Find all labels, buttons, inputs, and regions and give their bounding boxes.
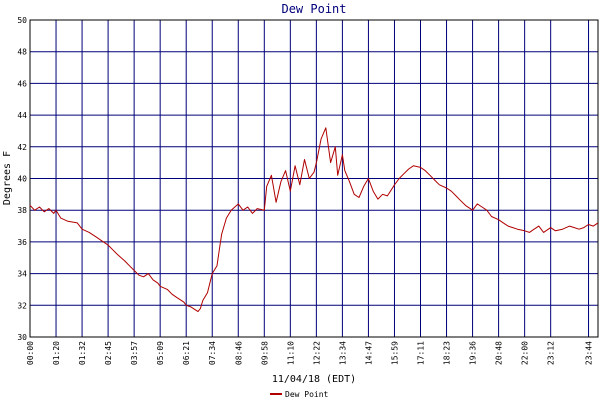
x-tick-label: 19:36 bbox=[469, 341, 478, 365]
y-tick-label: 32 bbox=[17, 301, 27, 310]
x-tick-label: 02:45 bbox=[104, 341, 113, 365]
y-tick-label: 42 bbox=[17, 143, 27, 152]
chart-title: Dew Point bbox=[281, 2, 346, 16]
y-tick-label: 34 bbox=[17, 270, 27, 279]
y-tick-label: 44 bbox=[17, 111, 27, 120]
x-tick-label: 08:46 bbox=[234, 341, 243, 365]
x-tick-label: 03:57 bbox=[130, 341, 139, 365]
x-tick-label: 00:00 bbox=[26, 341, 35, 365]
series-group bbox=[29, 127, 599, 313]
y-axis-label: Degrees F bbox=[2, 151, 13, 205]
y-tick-label: 30 bbox=[17, 333, 27, 342]
x-tick-label: 12:22 bbox=[312, 341, 321, 365]
x-tick-label: 15:59 bbox=[390, 341, 399, 365]
y-tick-label: 38 bbox=[17, 206, 27, 215]
y-tick-label: 48 bbox=[17, 48, 27, 57]
x-tick-label: 13:34 bbox=[338, 341, 347, 365]
x-tick-label: 11:10 bbox=[286, 341, 295, 365]
x-tick-label: 17:11 bbox=[417, 341, 426, 365]
x-tick-label: 05:09 bbox=[156, 341, 165, 365]
x-tick-label: 09:58 bbox=[260, 341, 269, 365]
y-tick-label: 36 bbox=[17, 238, 27, 247]
y-tick-label: 46 bbox=[17, 79, 27, 88]
x-tick-label: 01:20 bbox=[52, 341, 61, 365]
x-tick-label: 20:48 bbox=[495, 341, 504, 365]
x-tick-label: 23:12 bbox=[547, 341, 556, 365]
x-tick-labels: 00:00 01:20 01:32 02:45 03:57 05:09 06:21 07:34… bbox=[26, 341, 594, 365]
series-line-dew-point bbox=[29, 127, 599, 313]
x-axis-label: 11/04/18 (EDT) bbox=[272, 374, 356, 385]
legend-label: Dew Point bbox=[285, 390, 329, 399]
y-tick-label: 40 bbox=[17, 175, 27, 184]
y-tick-labels: 30 32 34 36 38 40 42 44 46 48 50 bbox=[17, 16, 27, 342]
plot-frame bbox=[29, 19, 599, 338]
x-tick-label: 14:47 bbox=[364, 341, 373, 365]
x-tick-label: 23:44 bbox=[585, 341, 594, 365]
x-tick-label: 06:21 bbox=[182, 341, 191, 365]
y-tick-label: 50 bbox=[17, 16, 27, 25]
x-tick-label: 07:34 bbox=[208, 341, 217, 365]
x-tick-label: 01:32 bbox=[78, 341, 87, 365]
x-tick-label: 18:23 bbox=[443, 341, 452, 365]
x-tick-label: 22:00 bbox=[521, 341, 530, 365]
legend: Dew Point bbox=[270, 390, 329, 399]
